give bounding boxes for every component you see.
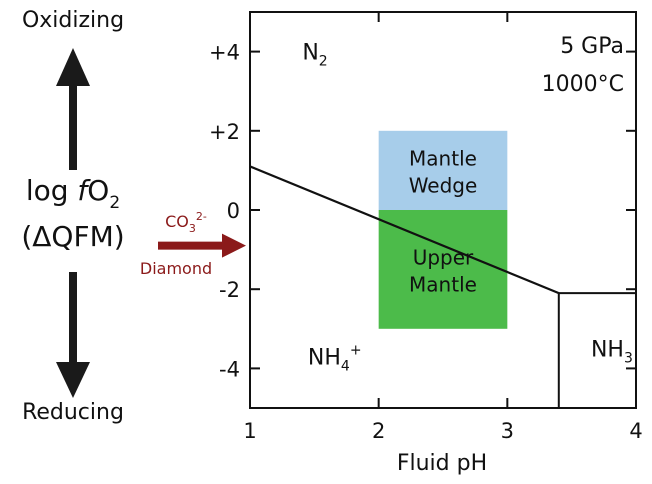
- y-tick-label: -2: [219, 278, 240, 302]
- field-nh4-sub: 4: [341, 359, 350, 375]
- y-axis-label-o: O: [87, 174, 109, 207]
- y-axis-label-line2: (ΔQFM): [21, 220, 124, 253]
- diamond-label: Diamond: [140, 259, 212, 278]
- x-tick-label: 2: [372, 419, 385, 443]
- y-tick-label: +4: [209, 41, 240, 65]
- co3-label: CO32-: [165, 210, 207, 235]
- y-axis-label-line1: log fO2: [26, 174, 120, 213]
- co3-arrow-icon: [222, 233, 246, 258]
- x-axis-label: Fluid pH: [397, 451, 487, 476]
- y-axis-label-sub: 2: [109, 193, 120, 213]
- co3-sub: 3: [189, 222, 196, 235]
- field-n2-main: N: [302, 41, 318, 66]
- x-tick-label: 3: [501, 419, 514, 443]
- field-label-nh4: NH4+: [308, 343, 362, 375]
- field-nh4-main: NH: [308, 346, 341, 371]
- field-label-n2: N2: [302, 41, 327, 70]
- co3-sup: 2-: [196, 210, 207, 223]
- region-upper-mantle-label-1: Upper: [413, 245, 474, 269]
- axis-ticks: [249, 12, 637, 408]
- region-upper-mantle: [378, 210, 508, 329]
- x-tick-label: 4: [629, 419, 642, 443]
- co3-arrow-shaft: [158, 241, 228, 250]
- boundary-sloped: [249, 165, 560, 295]
- x-tick-label: 1: [243, 419, 256, 443]
- field-label-nh3: NH3: [591, 338, 633, 367]
- field-nh3-main: NH: [591, 338, 624, 363]
- region-mantle-wedge-label-2: Wedge: [409, 173, 478, 197]
- field-nh4-sup: +: [350, 343, 362, 359]
- region-mantle-wedge-label-1: Mantle: [409, 146, 477, 170]
- temperature-label: 1000°C: [542, 72, 624, 97]
- y-tick-label: +2: [209, 120, 240, 144]
- y-tick-label: -4: [219, 357, 240, 381]
- field-nh3-sub: 3: [624, 351, 633, 367]
- y-axis-label-log: log: [26, 174, 78, 207]
- field-n2-sub: 2: [319, 54, 328, 70]
- co3-main: CO: [165, 212, 189, 231]
- oxidizing-label: Oxidizing: [22, 8, 124, 33]
- reducing-label: Reducing: [22, 400, 124, 425]
- y-tick-label: 0: [227, 199, 240, 223]
- region-mantle-wedge: [378, 130, 508, 210]
- oxidizing-arrow-shaft: [69, 84, 77, 170]
- reducing-arrow-shaft: [69, 272, 77, 364]
- pressure-label: 5 GPa: [560, 34, 624, 59]
- region-upper-mantle-label-2: Mantle: [409, 272, 477, 296]
- oxidizing-arrow-icon: [56, 48, 90, 86]
- reducing-arrow-icon: [56, 362, 90, 398]
